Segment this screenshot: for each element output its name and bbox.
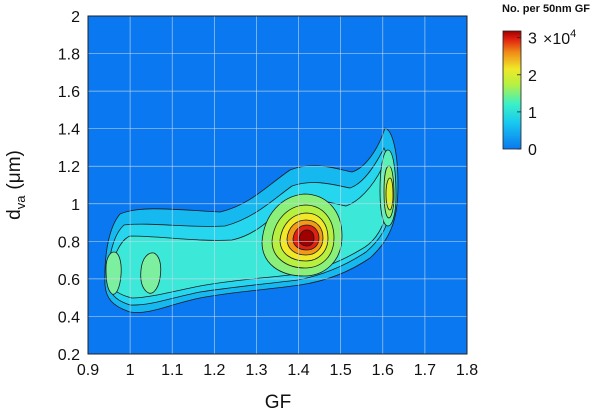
x-tick-label: 1.3	[245, 362, 267, 379]
colorbar-multiplier-base: ×10	[543, 31, 570, 48]
y-tick-label: 1.8	[58, 47, 80, 64]
contour-mode-gf-1-05	[140, 252, 162, 294]
x-tick-label: 1.7	[414, 362, 436, 379]
colorbar-tick-label: 0	[528, 142, 537, 159]
colorbar-title: No. per 50nm GF	[502, 3, 590, 15]
y-tick-label: 0.6	[58, 272, 80, 289]
plot-frame	[87, 15, 468, 355]
colorbar	[502, 30, 522, 150]
contour-mode-gf-1-61-core	[385, 177, 394, 211]
contour-main-6	[298, 229, 315, 247]
y-axis-label-main: d	[4, 209, 25, 220]
x-tick-label: 1.6	[372, 362, 394, 379]
colorbar-tick-label: 2	[528, 68, 537, 85]
x-tick-label: 1.2	[203, 362, 225, 379]
colorbar-tick-labels: 0 1 2 3	[517, 31, 537, 159]
y-tick-label: 2	[71, 9, 80, 26]
y-tick-label: 0.4	[58, 309, 80, 326]
x-tick-label: 1.1	[161, 362, 183, 379]
x-tick-label: 1.5	[330, 362, 352, 379]
y-tick-label: 1	[71, 197, 80, 214]
x-tick-label: 1	[126, 362, 135, 379]
y-axis-label-sub: va	[13, 195, 28, 210]
y-axis-label: dva (μm)	[4, 150, 28, 220]
x-tick-label: 0.9	[77, 362, 99, 379]
colorbar-tick-label: 3	[528, 31, 537, 48]
y-axis-label-unit: (μm)	[4, 150, 25, 189]
y-tick-label: 1.4	[58, 122, 80, 139]
colorbar-multiplier-exponent: 4	[570, 28, 576, 40]
colorbar-multiplier: ×104	[543, 28, 576, 48]
x-tick-labels: 0.9 1 1.1 1.2 1.3 1.4 1.5 1.6 1.7 1.8	[77, 362, 478, 379]
y-tick-label: 0.8	[58, 234, 80, 251]
colorbar-tick-label: 1	[528, 105, 537, 122]
y-tick-labels: 0.2 0.4 0.6 0.8 1 1.2 1.4 1.6 1.8 2	[58, 9, 80, 364]
y-tick-label: 1.2	[58, 159, 80, 176]
contour-field	[104, 127, 399, 313]
y-tick-label: 1.6	[58, 84, 80, 101]
contour-mode-gf-0-96	[105, 251, 122, 295]
x-axis-label: GF	[265, 392, 291, 413]
x-tick-label: 1.4	[287, 362, 309, 379]
y-tick-label: 0.2	[58, 347, 80, 364]
x-tick-label: 1.8	[456, 362, 478, 379]
